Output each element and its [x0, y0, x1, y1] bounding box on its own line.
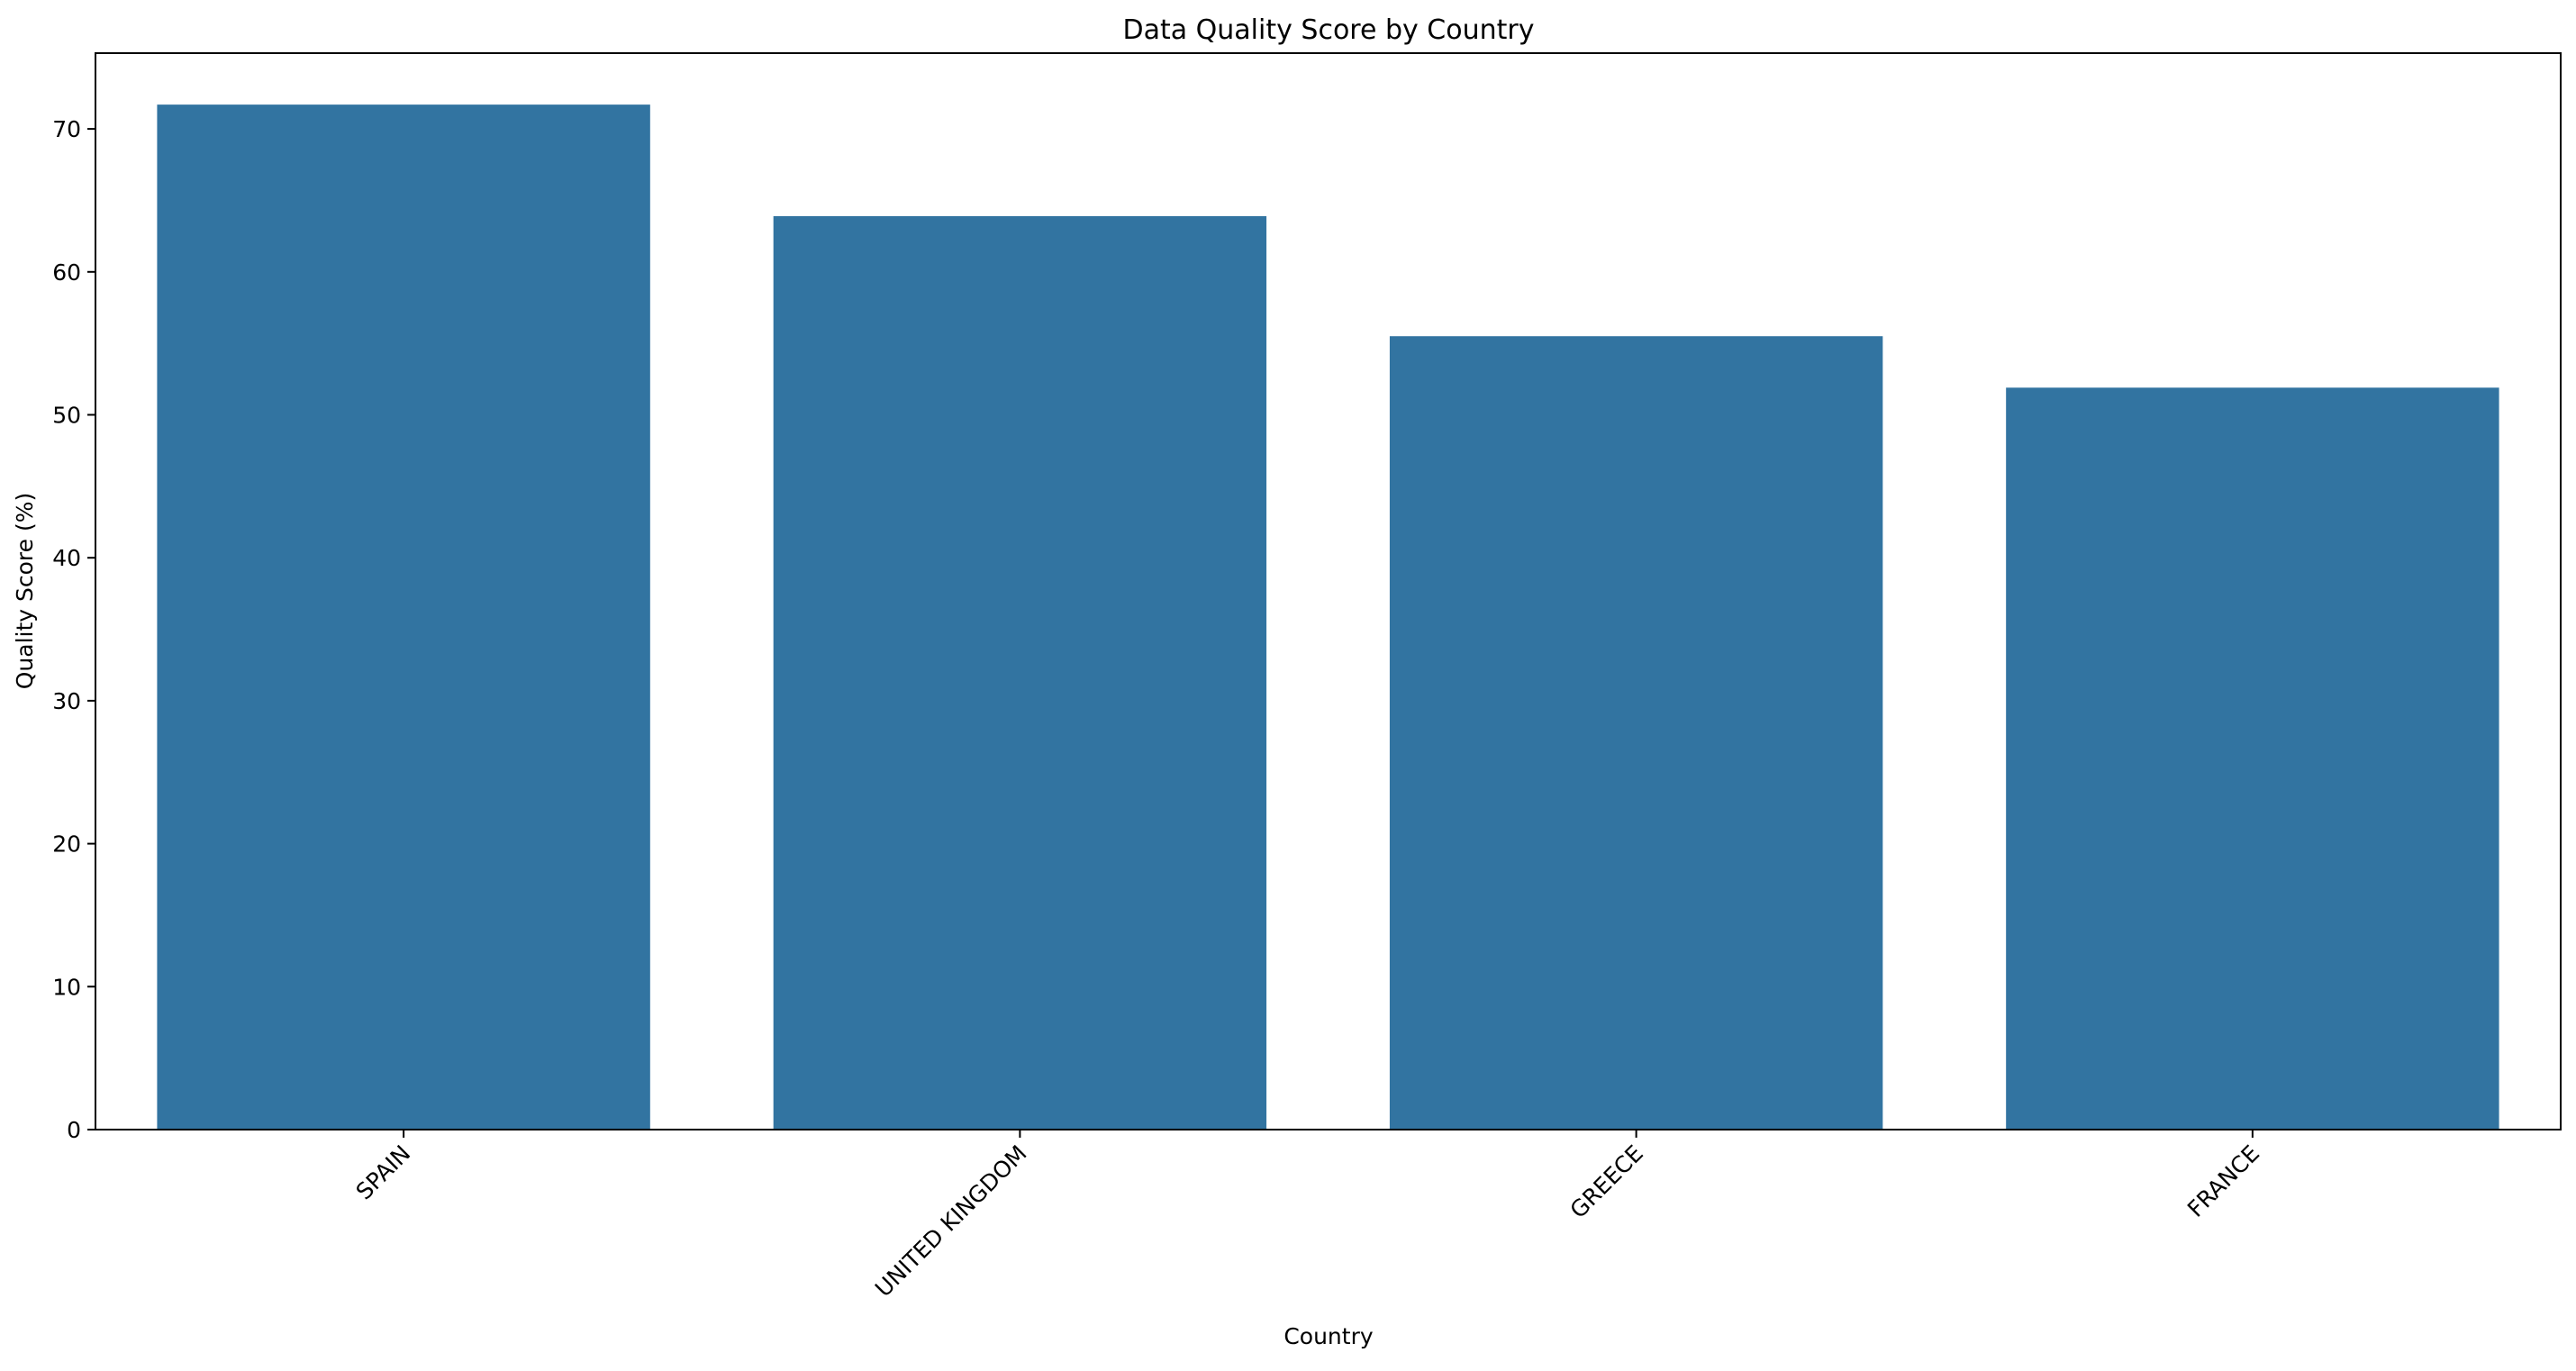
y-axis: 0 10 20 30 40 50 60 70 — [52, 116, 95, 1143]
x-axis: SPAIN UNITED KINGDOM GREECE FRANCE — [351, 1130, 2264, 1303]
y-axis-label: Quality Score (%) — [12, 493, 38, 690]
y-tick-label: 10 — [52, 974, 81, 1000]
y-tick-label: 40 — [52, 545, 81, 571]
x-tick-label-france: FRANCE — [2182, 1140, 2264, 1222]
bars-group — [157, 104, 2499, 1130]
x-tick-label-spain: SPAIN — [351, 1140, 416, 1205]
x-axis-label: Country — [1283, 1323, 1374, 1349]
y-tick-label: 60 — [52, 259, 81, 286]
y-tick-label: 30 — [52, 688, 81, 714]
bar-spain — [157, 104, 650, 1130]
chart-title: Data Quality Score by Country — [1123, 14, 1535, 46]
y-tick-label: 50 — [52, 403, 81, 429]
y-tick-label: 70 — [52, 116, 81, 142]
plot-frame — [95, 52, 2562, 1130]
x-tick-label-united-kingdom: UNITED KINGDOM — [870, 1140, 1032, 1303]
bar-france — [2006, 387, 2499, 1130]
x-tick-label-greece: GREECE — [1565, 1140, 1648, 1223]
y-tick-label: 20 — [52, 831, 81, 858]
bar-united-kingdom — [773, 215, 1267, 1130]
bar-greece — [1389, 336, 1883, 1130]
y-tick-label: 0 — [67, 1117, 81, 1143]
